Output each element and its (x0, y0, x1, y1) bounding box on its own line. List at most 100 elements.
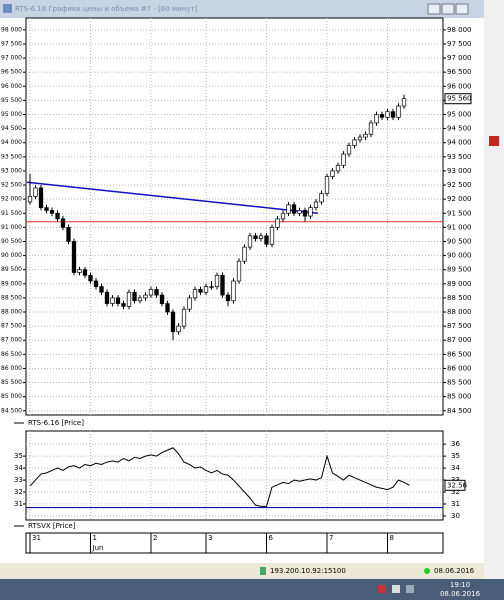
candle-body (170, 311, 176, 333)
y-tick-label: 31 (14, 500, 23, 508)
candle-body (269, 227, 275, 245)
y-tick-label: 90 500 (1, 238, 22, 245)
last-value-label: 32.56 (447, 481, 468, 489)
y-tick-label: 86 000 (1, 365, 22, 372)
y-tick-label: 92 000 (1, 196, 22, 203)
tray-icon[interactable] (378, 585, 386, 593)
status-date: 08.06.2016 (434, 567, 475, 575)
candle-body (236, 260, 242, 282)
candle-body (247, 235, 253, 248)
side-window (484, 0, 504, 580)
y-tick-label: 91 000 (1, 224, 22, 231)
connection-icon (260, 567, 266, 575)
maximize-button[interactable] (441, 3, 455, 15)
y-tick-label: 97 000 (447, 54, 472, 62)
candle-body (154, 289, 159, 296)
candle-body (110, 297, 115, 304)
candle-body (115, 297, 121, 304)
candle-body (44, 207, 49, 211)
last-price-label: 95 560 (447, 95, 472, 103)
y-tick-label: 91 000 (447, 223, 472, 231)
candle-body (319, 193, 324, 203)
y-tick-label: 97 500 (1, 40, 22, 47)
candle-body (165, 303, 170, 313)
y-tick-label: 92 500 (447, 181, 472, 189)
status-dot (424, 568, 430, 574)
candle-body (55, 212, 60, 220)
y-tick-label: 86 500 (1, 351, 22, 358)
day-label: 8 (390, 534, 394, 542)
candle-body (126, 291, 132, 307)
candle-body (60, 218, 66, 228)
y-tick-label: 34 (451, 464, 460, 472)
candle-body (225, 294, 231, 302)
trendline (26, 181, 319, 215)
candle-body (396, 105, 401, 118)
candle-body (143, 294, 148, 299)
candle-body (148, 289, 154, 296)
minimize-button[interactable] (427, 3, 441, 15)
y-tick-label: 87 000 (447, 336, 472, 344)
candle-body (390, 111, 396, 118)
candle-body (352, 139, 357, 146)
candle-body (198, 289, 203, 293)
y-tick-label: 90 000 (447, 252, 472, 260)
candle-body (88, 274, 93, 282)
vx-line (29, 447, 410, 507)
y-tick-label: 33 (14, 476, 23, 484)
candle-body (379, 114, 385, 118)
candle-body (209, 286, 214, 288)
tray-icon[interactable] (392, 585, 400, 593)
price-legend: RTS-6.16 [Price] (28, 419, 84, 427)
y-tick-label: 97 000 (1, 55, 22, 62)
y-tick-label: 89 000 (1, 280, 22, 287)
tray-icon[interactable] (406, 585, 414, 593)
day-label: 6 (269, 534, 274, 542)
title-bar (0, 0, 484, 18)
vx-legend: RTSVX [Price] (28, 522, 76, 530)
y-tick-label: 85 500 (447, 379, 472, 387)
y-tick-label: 96 000 (1, 83, 22, 90)
y-tick-label: 94 000 (447, 139, 472, 147)
clock-time: 19:10 (450, 581, 470, 589)
close-button[interactable] (455, 3, 469, 15)
day-label: 7 (329, 534, 333, 542)
y-tick-label: 96 500 (447, 68, 472, 76)
candle-body (214, 274, 220, 287)
y-tick-label: 95 000 (1, 111, 22, 118)
y-tick-label: 94 500 (1, 125, 22, 132)
y-tick-label: 93 000 (1, 167, 22, 174)
candle-body (302, 210, 308, 217)
day-label: 2 (153, 534, 157, 542)
y-tick-label: 88 000 (1, 309, 22, 316)
candle-body (242, 246, 247, 262)
y-tick-label: 93 000 (447, 167, 472, 175)
y-tick-label: 98 000 (1, 26, 22, 33)
candle-body (231, 280, 236, 302)
candle-body (253, 235, 258, 239)
y-tick-label: 34 (14, 464, 23, 472)
status-bar (0, 563, 484, 579)
candle-body (286, 204, 291, 214)
y-tick-label: 95 500 (1, 97, 22, 104)
candle-body (401, 98, 407, 107)
y-tick-label: 88 000 (447, 308, 472, 316)
price-frame (25, 17, 444, 416)
y-tick-label: 32 (14, 488, 23, 496)
clock-date: 08.06.2016 (440, 590, 481, 598)
candle-body (313, 201, 319, 208)
candle-body (203, 286, 209, 293)
y-tick-label: 32 (451, 488, 460, 496)
y-tick-label: 86 000 (447, 364, 472, 372)
y-tick-label: 97 500 (447, 40, 472, 48)
y-tick-label: 85 000 (1, 393, 22, 400)
y-tick-label: 85 000 (447, 393, 472, 401)
candle-body (159, 294, 165, 304)
y-tick-label: 95 000 (447, 110, 472, 118)
y-tick-label: 31 (451, 500, 460, 508)
y-tick-label: 84 500 (1, 407, 22, 414)
candle-body (77, 269, 82, 273)
candle-body (33, 187, 38, 197)
candle-body (308, 207, 313, 217)
